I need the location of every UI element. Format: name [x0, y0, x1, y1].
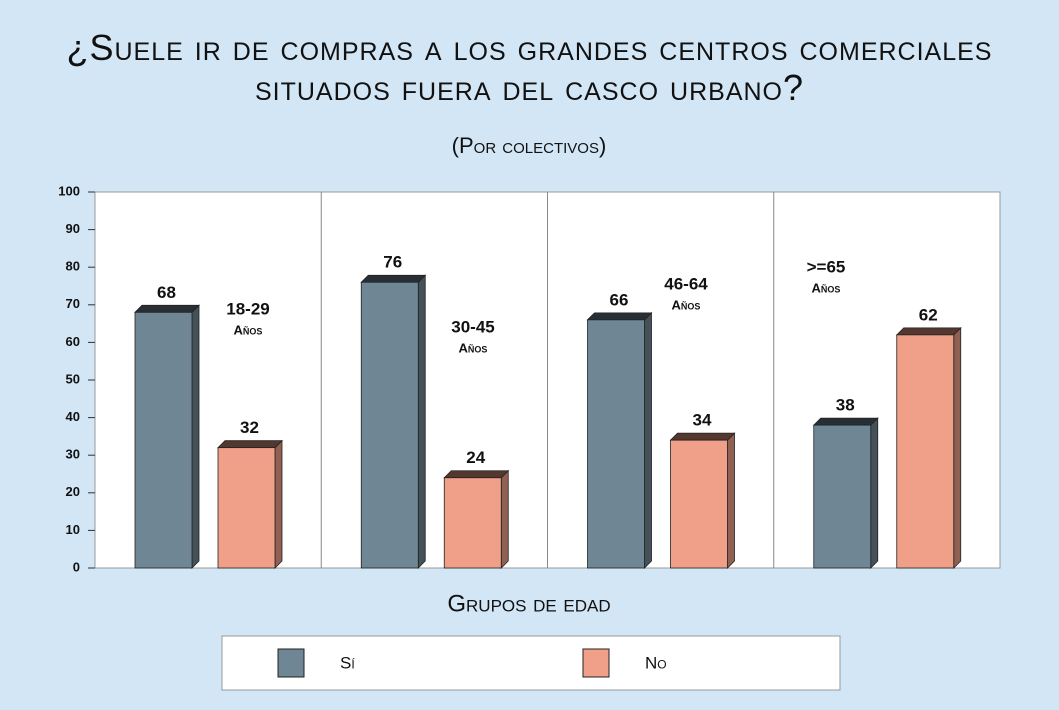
category-label: 18-29 — [226, 299, 269, 318]
bar — [814, 425, 871, 568]
x-axis-label: Grupos de edad — [447, 590, 610, 617]
bar — [588, 320, 645, 568]
y-tick-label: 30 — [66, 447, 80, 462]
bar-top — [218, 441, 282, 448]
value-label: 68 — [157, 283, 176, 302]
bar — [135, 312, 192, 568]
page: (Por colectivos) Grupos de edad 0 10 20 30 4… — [0, 0, 1059, 710]
y-tick-label: 80 — [66, 259, 80, 274]
bar — [361, 282, 418, 568]
value-label: 24 — [466, 448, 485, 467]
bar-top — [814, 418, 878, 425]
bar-side — [645, 313, 652, 568]
value-label: 76 — [383, 253, 402, 272]
category-label: 30-45 — [451, 317, 494, 336]
bar — [444, 478, 501, 568]
y-tick-label: 90 — [66, 221, 80, 236]
y-tick-label: 50 — [66, 371, 80, 386]
bar — [897, 335, 954, 568]
bar-side — [418, 275, 425, 568]
value-label: 32 — [240, 418, 259, 437]
bar-side — [728, 433, 735, 568]
bar-top — [444, 471, 508, 478]
value-label: 34 — [693, 411, 712, 430]
category-unit: Años — [672, 297, 701, 312]
y-tick-label: 20 — [66, 484, 80, 499]
chart-subtitle: (Por colectivos) — [452, 133, 607, 158]
bar-top — [897, 328, 961, 335]
category-unit: Años — [234, 322, 263, 337]
y-tick-label: 70 — [66, 296, 80, 311]
category-label: 46-64 — [664, 274, 708, 293]
y-tick-label: 100 — [58, 183, 80, 198]
bar-top — [135, 305, 199, 312]
legend-swatch — [583, 649, 609, 677]
legend — [222, 636, 840, 690]
bar-side — [275, 441, 282, 568]
bar-top — [588, 313, 652, 320]
category-label: >=65 — [807, 257, 846, 276]
bar-side — [954, 328, 961, 568]
legend-label: No — [645, 653, 667, 672]
value-label: 38 — [836, 396, 855, 415]
y-tick-label: 0 — [73, 559, 80, 574]
y-tick-label: 40 — [66, 409, 80, 424]
y-tick-label: 60 — [66, 334, 80, 349]
chart-title: ¿Suele ir de compras a los grandes centr… — [20, 28, 1039, 108]
bar-side — [871, 418, 878, 568]
category-unit: Años — [812, 280, 841, 295]
bar-side — [192, 305, 199, 568]
bar — [218, 448, 275, 568]
bar-top — [361, 275, 425, 282]
bar-side — [501, 471, 508, 568]
legend-swatch — [278, 649, 304, 677]
bar-top — [671, 433, 735, 440]
value-label: 66 — [610, 290, 629, 309]
y-tick-label: 10 — [66, 522, 80, 537]
bar — [671, 440, 728, 568]
category-unit: Años — [459, 340, 488, 355]
legend-label: Sí — [340, 653, 355, 672]
value-label: 62 — [919, 305, 938, 324]
